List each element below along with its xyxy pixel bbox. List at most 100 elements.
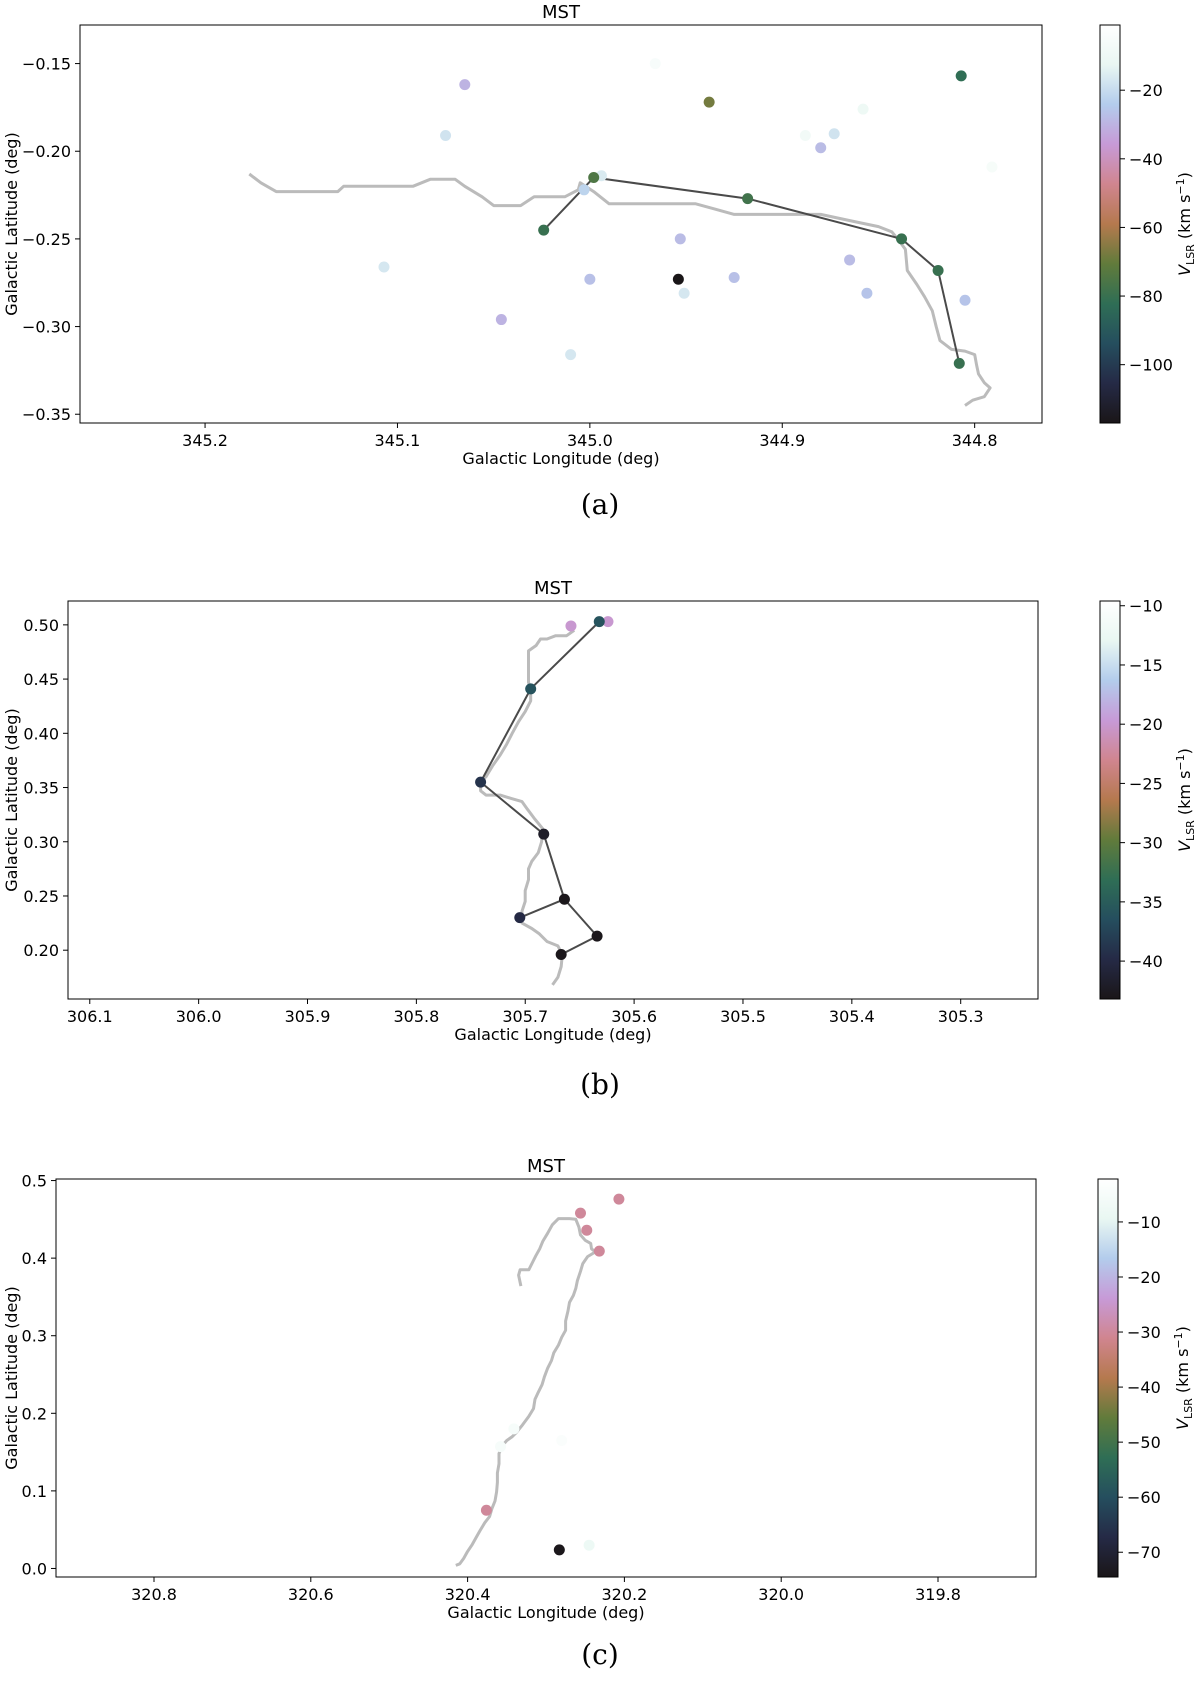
mst-edge xyxy=(900,238,939,272)
data-point xyxy=(495,314,507,326)
data-point xyxy=(857,103,869,115)
data-point xyxy=(495,1441,507,1453)
y-tick-label: −0.35 xyxy=(22,405,71,424)
y-tick-label: 0.0 xyxy=(22,1559,47,1578)
data-point xyxy=(565,620,577,632)
mst-edge xyxy=(560,935,598,956)
x-axis-label: Galactic Longitude (deg) xyxy=(447,1603,644,1622)
x-tick-label: 305.9 xyxy=(285,1007,331,1026)
y-axis-label: Galactic Latitude (deg) xyxy=(2,708,21,891)
colorbar-tick-label: −100 xyxy=(1129,356,1173,375)
chart-title: MST xyxy=(527,1156,566,1177)
colorbar-tick-label: −20 xyxy=(1129,715,1163,734)
chart-title: MST xyxy=(542,2,581,23)
x-tick-label: 345.1 xyxy=(375,431,421,450)
mst-edge xyxy=(747,197,902,240)
data-point xyxy=(538,828,550,840)
data-point xyxy=(555,949,567,961)
data-point xyxy=(742,193,754,205)
data-point xyxy=(581,1224,593,1236)
panel-caption-b: (b) xyxy=(580,1068,620,1101)
y-tick-label: −0.20 xyxy=(22,142,71,161)
colorbar-tick-label: −15 xyxy=(1129,656,1163,675)
x-tick-label: 320.2 xyxy=(601,1585,647,1604)
data-point xyxy=(828,128,840,140)
data-point xyxy=(602,616,614,628)
data-point xyxy=(613,1193,625,1205)
data-point xyxy=(475,776,487,788)
y-tick-label: 0.5 xyxy=(22,1172,47,1191)
data-point xyxy=(932,264,944,276)
colorbar-tick-label: −60 xyxy=(1127,1488,1161,1507)
colorbar-tick-label: −20 xyxy=(1129,81,1163,100)
data-point xyxy=(525,683,537,695)
data-point xyxy=(378,261,390,273)
y-tick-label: −0.15 xyxy=(22,55,71,74)
colorbar-tick-label: −10 xyxy=(1127,1213,1161,1232)
colorbar-tick-label: −30 xyxy=(1129,834,1163,853)
colorbar xyxy=(1097,1178,1119,1578)
data-point xyxy=(591,930,603,942)
data-point xyxy=(558,893,570,905)
x-tick-label: 345.2 xyxy=(182,431,228,450)
plot-frame xyxy=(55,1178,1037,1578)
mst-edge xyxy=(519,898,565,919)
data-point xyxy=(953,357,965,369)
data-point xyxy=(861,287,873,299)
colorbar xyxy=(1099,600,1121,1000)
colorbar-tick-label: −40 xyxy=(1129,150,1163,169)
x-tick-label: 319.8 xyxy=(915,1585,961,1604)
data-point xyxy=(459,79,471,91)
x-tick-label: 320.0 xyxy=(758,1585,804,1604)
colorbar-tick-label: −35 xyxy=(1129,893,1163,912)
y-axis-label: Galactic Latitude (deg) xyxy=(2,132,21,315)
y-tick-label: 0.1 xyxy=(22,1482,47,1501)
x-tick-label: 344.9 xyxy=(759,431,805,450)
y-tick-label: 0.25 xyxy=(23,887,59,906)
colorbar-tick-label: −30 xyxy=(1127,1323,1161,1342)
y-tick-label: 0.40 xyxy=(23,724,59,743)
panel-c: MST 320.8 320.6 320.4 320.2 320.0 319.8 0.5 0.4 0… xyxy=(0,1154,1200,1682)
x-tick-label: 320.4 xyxy=(445,1585,491,1604)
y-tick-label: −0.25 xyxy=(22,230,71,249)
data-point xyxy=(553,1544,565,1556)
x-tick-label: 345.0 xyxy=(567,431,613,450)
mst-edge xyxy=(529,620,600,690)
panel-a: MST 345.2 345.1 345.0 344.9 344.8 −0.15 −0.20 −0… xyxy=(0,0,1200,521)
y-tick-label: 0.2 xyxy=(22,1404,47,1423)
data-point xyxy=(959,294,971,306)
data-point xyxy=(844,254,856,266)
y-tick-label: 0.3 xyxy=(22,1327,47,1346)
colorbar-tick-label: −50 xyxy=(1127,1433,1161,1452)
chart-a-svg: MST 345.2 345.1 345.0 344.9 344.8 −0.15 −0.20 −0… xyxy=(2,2,1197,468)
data-point xyxy=(896,233,908,245)
x-axis-label: Galactic Longitude (deg) xyxy=(462,449,659,468)
colorbar-tick-label: −60 xyxy=(1129,218,1163,237)
data-point xyxy=(556,1434,568,1446)
data-point xyxy=(649,58,661,70)
y-tick-label: 0.4 xyxy=(22,1249,47,1268)
data-point xyxy=(565,349,577,361)
x-tick-label: 305.8 xyxy=(393,1007,439,1026)
panel-b: MST 306.1 306.0 305.9 305.8 305.7 305.6 305.5 30… xyxy=(0,576,1200,1116)
data-point xyxy=(986,161,998,173)
data-point xyxy=(703,96,715,108)
y-tick-label: 0.30 xyxy=(23,833,59,852)
mst-edge xyxy=(479,781,545,835)
data-point xyxy=(588,172,600,184)
data-point xyxy=(799,129,811,141)
data-point xyxy=(514,912,526,924)
filament-skeleton xyxy=(455,1217,597,1567)
mst-edge xyxy=(479,688,532,783)
data-point xyxy=(815,142,827,154)
data-point xyxy=(728,271,740,283)
x-tick-label: 320.6 xyxy=(288,1585,334,1604)
panel-caption-a: (a) xyxy=(580,488,620,521)
x-tick-label: 344.8 xyxy=(952,431,998,450)
colorbar xyxy=(1099,24,1121,424)
data-point xyxy=(593,1245,605,1257)
colorbar-label: VLSR (km s−1) xyxy=(1174,748,1197,852)
colorbar-tick-label: −40 xyxy=(1129,952,1163,971)
colorbar-tick-label: −20 xyxy=(1127,1268,1161,1287)
